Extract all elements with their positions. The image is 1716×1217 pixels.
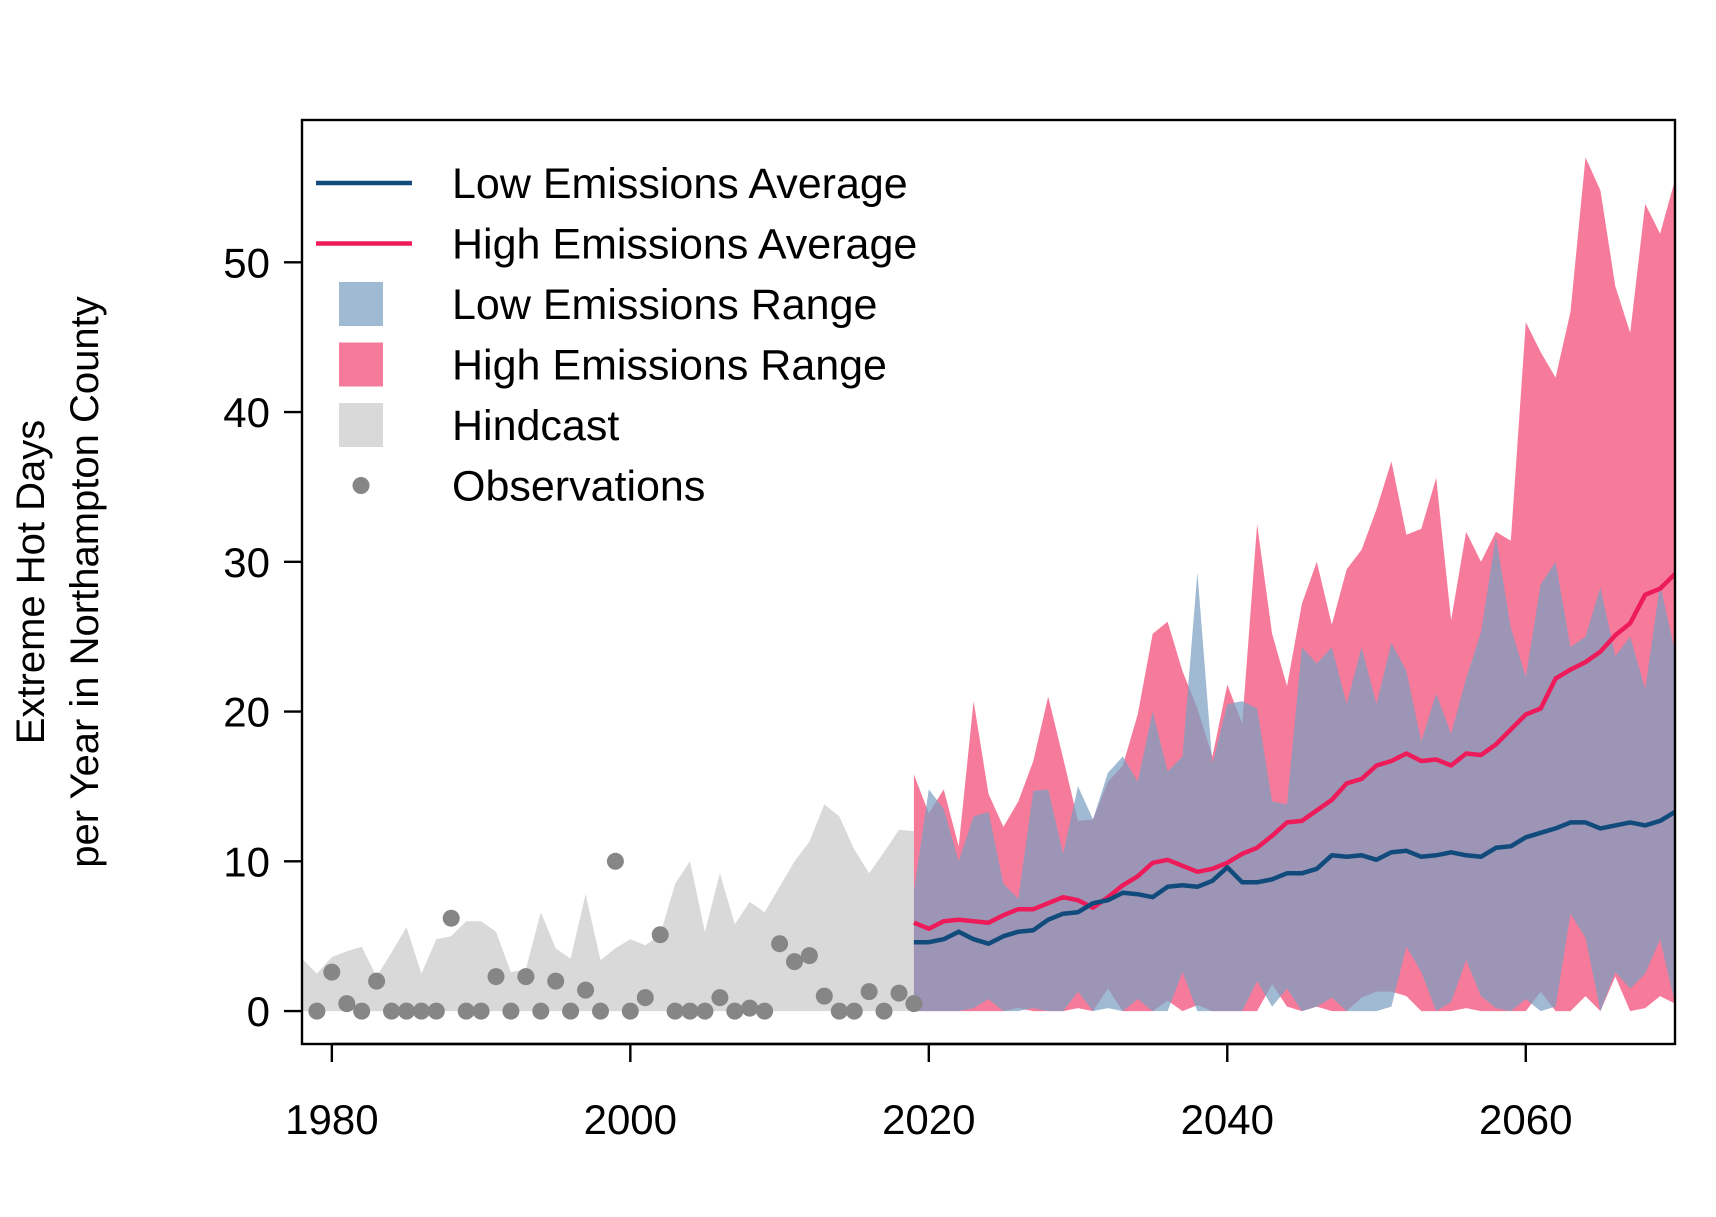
low-emissions-average-line [913, 809, 1675, 946]
series-layer [302, 157, 1675, 1020]
y-tick-label: 50 [223, 239, 270, 286]
observation-point [606, 852, 624, 870]
legend-dot-swatch [352, 477, 370, 494]
observation-point [621, 1002, 639, 1020]
y-axis-label-line-2: per Year in Northampton County [63, 296, 107, 867]
observation-point [338, 995, 356, 1013]
observation-point [442, 909, 460, 927]
y-tick-label: 20 [223, 689, 270, 736]
observation-point [800, 947, 818, 965]
y-tick-label: 40 [223, 389, 270, 436]
observation-point [890, 984, 908, 1002]
y-tick-label: 0 [247, 988, 270, 1035]
observation-point [308, 1002, 326, 1020]
legend-label: Hindcast [452, 402, 619, 450]
legend: Low Emissions Average High Emissions Aver… [316, 160, 917, 511]
low-emissions-range-band [913, 536, 1675, 1012]
observation-point [771, 935, 789, 953]
observation-point [323, 963, 341, 981]
observation-point [681, 1002, 699, 1020]
observation-point [547, 972, 565, 990]
observation-point [577, 981, 595, 999]
observation-point [815, 987, 833, 1005]
observation-point [726, 1002, 744, 1020]
legend-box-swatch [339, 403, 383, 447]
observation-point [786, 953, 803, 971]
observation-point [472, 1002, 490, 1020]
observation-point [636, 989, 654, 1007]
observation-point [875, 1002, 893, 1020]
legend-label: Observations [452, 463, 705, 511]
x-tick-label: 1980 [285, 1096, 378, 1143]
observation-point [905, 995, 923, 1013]
observation-point [830, 1002, 848, 1020]
x-tick-label: 2040 [1181, 1096, 1274, 1143]
legend-label: High Emissions Average [452, 221, 917, 269]
legend-label: Low Emissions Range [452, 281, 877, 329]
observation-point [353, 1002, 371, 1020]
legend-box-swatch [339, 282, 383, 326]
hindcast-band [302, 804, 914, 1012]
y-tick-label: 10 [223, 838, 270, 885]
observation-point [383, 1002, 400, 1020]
observation-point [562, 1002, 580, 1020]
observation-point [487, 968, 505, 986]
high-emissions-average-line [913, 572, 1675, 931]
observation-point [860, 983, 878, 1001]
legend-box-swatch [339, 342, 383, 387]
observation-point [412, 1002, 430, 1020]
observation-point [711, 989, 729, 1007]
x-tick-label: 2060 [1479, 1096, 1572, 1143]
observation-point [666, 1002, 684, 1020]
x-tick-label: 2000 [584, 1096, 677, 1143]
observation-point [398, 1002, 415, 1020]
y-tick-label: 30 [223, 539, 270, 586]
observation-point [845, 1002, 863, 1020]
observation-point [756, 1002, 774, 1020]
observation-point [457, 1002, 475, 1020]
observation-point [517, 968, 535, 986]
observation-point [427, 1002, 445, 1020]
observation-point [741, 999, 759, 1017]
y-axis-label-line-1: Extreme Hot Days [9, 420, 53, 745]
legend-label: Low Emissions Average [452, 160, 908, 208]
observation-point [651, 926, 669, 944]
observation-point [592, 1002, 609, 1020]
x-tick-label: 2020 [882, 1096, 975, 1143]
observation-point [368, 972, 386, 990]
observation-point [502, 1002, 520, 1020]
axes-layer: Extreme Hot Days per Year in Northampton… [9, 239, 1572, 1143]
legend-label: High Emissions Range [452, 342, 887, 390]
observation-point [532, 1002, 550, 1020]
observation-point [696, 1002, 714, 1020]
